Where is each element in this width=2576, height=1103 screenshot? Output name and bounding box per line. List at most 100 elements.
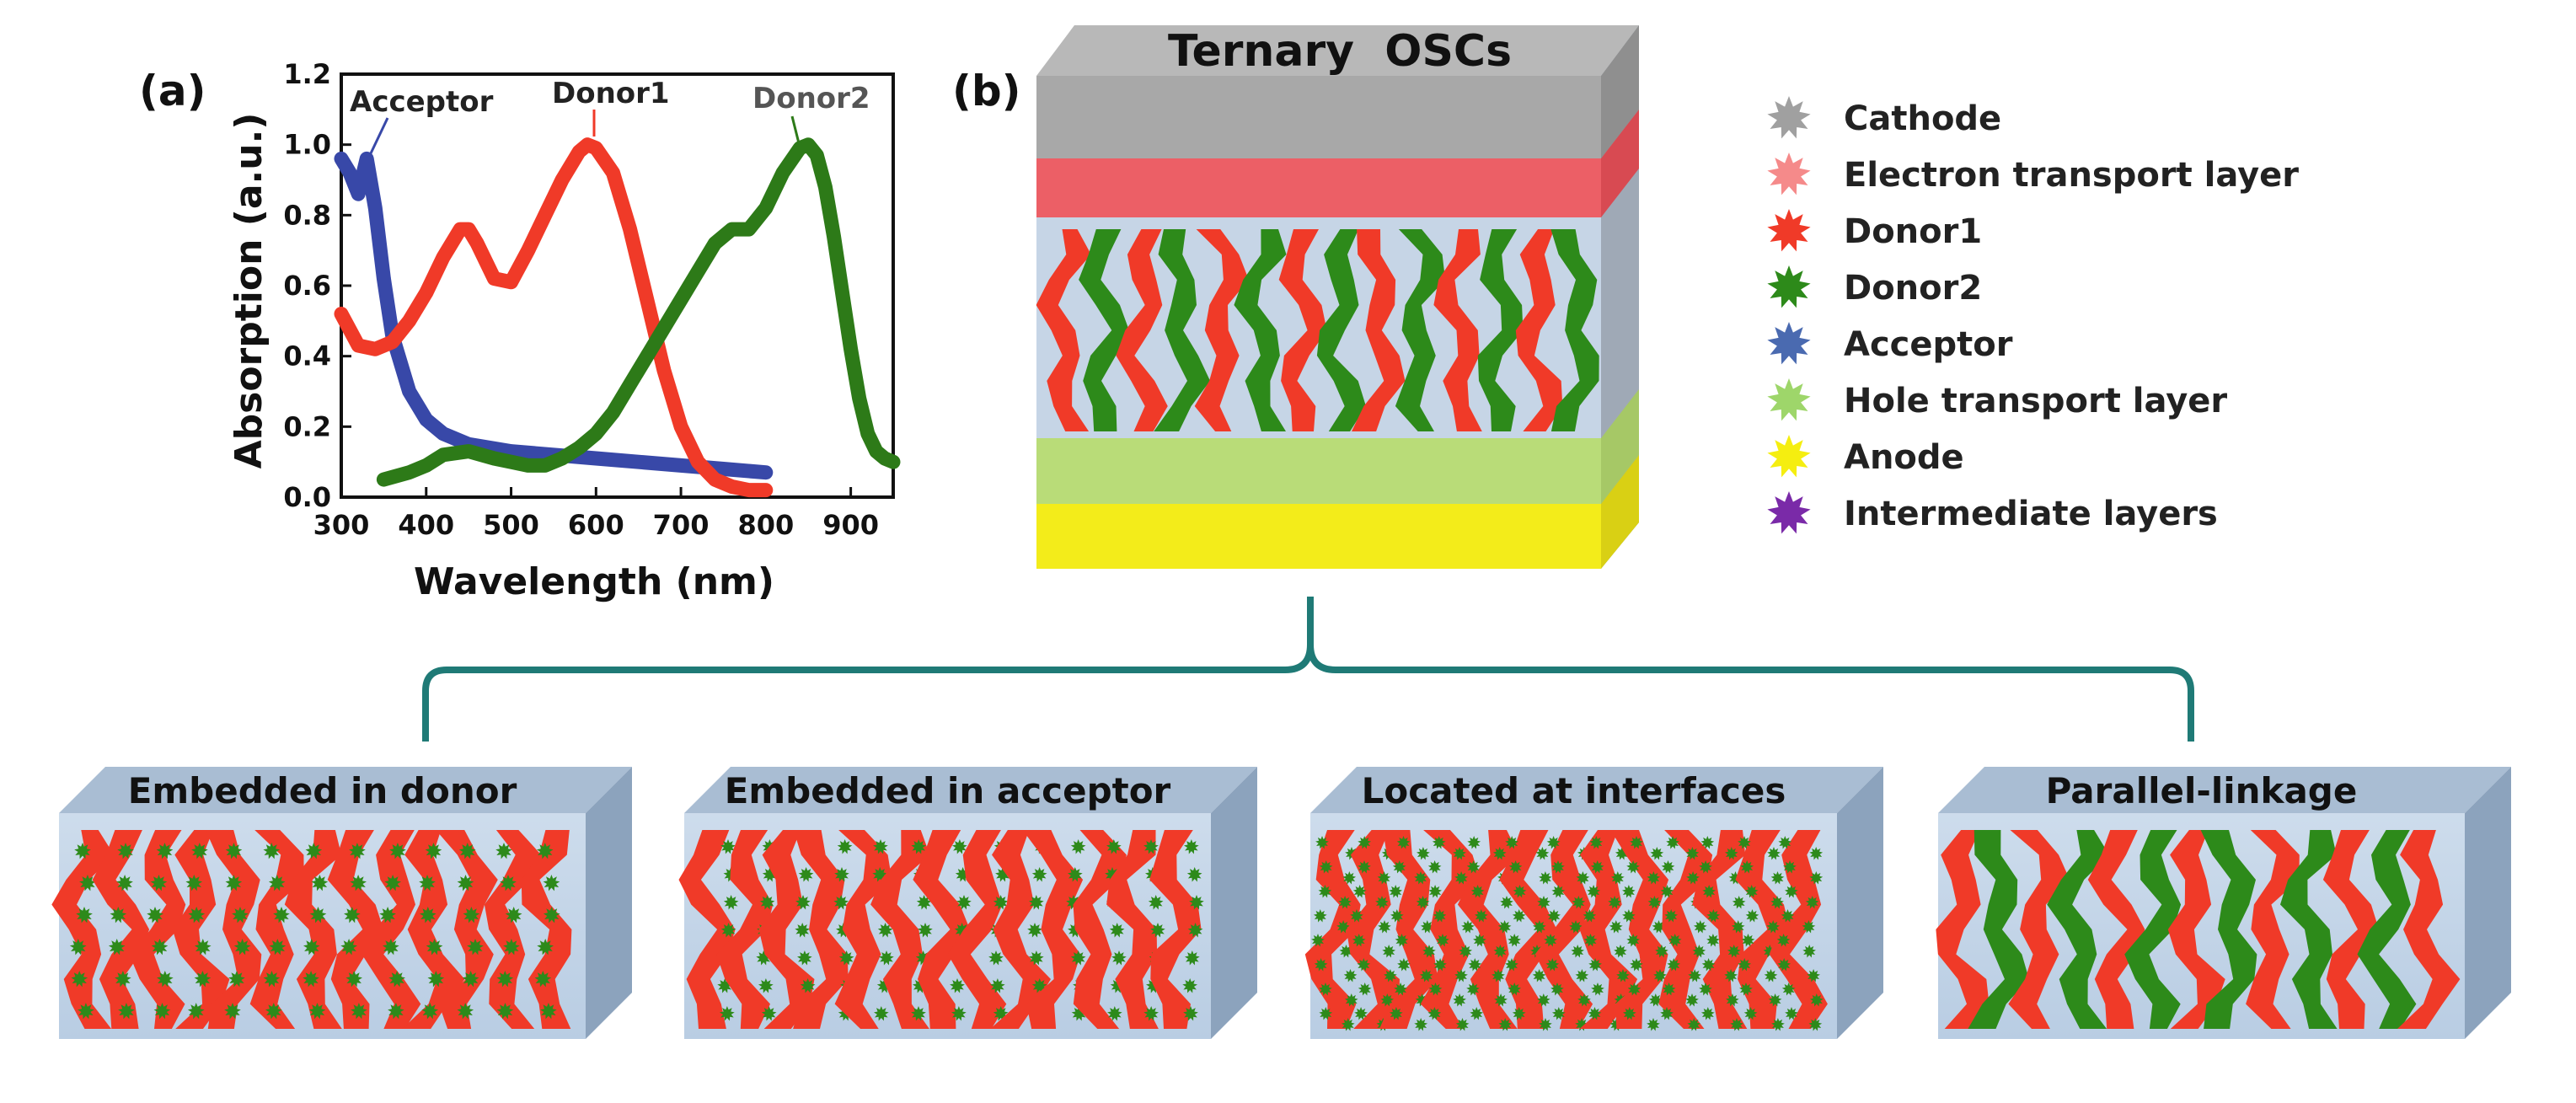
phase-domain — [1304, 830, 1361, 1029]
x-tick-label: 800 — [737, 509, 794, 541]
donor2-interface-star — [1738, 836, 1751, 849]
donor2-star — [1187, 923, 1203, 938]
donor2-star — [990, 978, 1005, 993]
panel-b: (b) Ternary OSCs Cathode Electron transpo… — [952, 25, 2299, 569]
phase-domain — [913, 830, 970, 1029]
phase-domain — [1234, 229, 1287, 431]
donor2-interface-star — [1731, 920, 1745, 934]
cathode-layer — [1036, 76, 1601, 158]
donor2-interface-star — [1785, 1007, 1798, 1020]
donor2-dot — [350, 875, 367, 892]
donor2-interface-star — [1539, 871, 1552, 885]
donor2-dot — [153, 1003, 171, 1020]
donor2-interface-star — [1724, 847, 1738, 860]
donor2-dot — [311, 875, 329, 892]
donor2-star — [1150, 923, 1165, 938]
x-tick-label: 500 — [483, 509, 539, 541]
donor2-dot — [265, 1003, 282, 1020]
legend-label: Electron transport layer — [1844, 156, 2299, 195]
active-layer-domains — [1036, 229, 1599, 431]
donor2-dot — [156, 843, 174, 859]
donor2-interface-star — [1432, 836, 1446, 849]
donor2-dot — [232, 907, 249, 924]
donor2-interface-star — [1550, 983, 1564, 996]
annotation-acceptor: Acceptor — [350, 85, 494, 119]
donor2-interface-star — [1730, 1018, 1743, 1031]
donor2-dot — [76, 907, 93, 924]
mode-title: Embedded in acceptor — [725, 770, 1171, 811]
donor2-dot — [263, 843, 281, 859]
donor2-interface-star — [1389, 885, 1403, 898]
donor2-star — [720, 1006, 735, 1021]
y-tick-label: 0.6 — [283, 270, 331, 302]
donor2-interface-star — [1587, 885, 1600, 898]
donor2-star — [1184, 839, 1199, 854]
phase-domain — [1936, 830, 1990, 1029]
donor2-interface-star — [1470, 1007, 1484, 1020]
donor2-interface-star — [1610, 871, 1625, 885]
donor2-dot — [185, 875, 203, 892]
panel-b-label: (b) — [952, 67, 1021, 115]
donor2-interface-star — [1700, 836, 1715, 849]
mode-title: Embedded in donor — [128, 770, 517, 811]
donor2-interface-star — [1537, 896, 1550, 909]
donor2-dot — [194, 971, 212, 988]
donor2-interface-star — [1470, 885, 1485, 898]
donor2-dot — [388, 1003, 404, 1020]
donor2-dot — [503, 939, 520, 956]
donor2-interface-star — [1626, 860, 1640, 874]
phase-domain — [1692, 830, 1748, 1029]
donor2-interface-star — [1688, 969, 1702, 983]
donor2-dot — [191, 843, 208, 859]
donor2-dot — [263, 971, 281, 988]
donor2-interface-star — [1608, 896, 1621, 909]
donor2-dot — [225, 843, 243, 859]
donor2-star — [1106, 839, 1122, 854]
donor2-dot — [309, 907, 327, 924]
donor2-interface-star — [1590, 860, 1604, 874]
donor2-interface-star — [1616, 969, 1630, 983]
phase-domain — [1477, 229, 1524, 431]
donor2-interface-star — [1544, 934, 1557, 947]
donor2-star — [1186, 867, 1202, 882]
donor2-interface-star — [1377, 871, 1391, 885]
donor2-interface-star — [1583, 909, 1597, 923]
donor2-dot — [425, 843, 442, 859]
device-title: Ternary OSCs — [1168, 26, 1512, 77]
donor2-interface-star — [1318, 885, 1332, 898]
donor2-interface-star — [1395, 934, 1409, 947]
donor2-dot — [379, 907, 396, 924]
phase-domain — [1352, 229, 1406, 431]
phase-domain — [990, 830, 1051, 1029]
donor2-dot — [194, 939, 212, 956]
donor2-dot — [273, 907, 290, 924]
donor2-interface-star — [1313, 909, 1327, 923]
donor2-star — [1143, 1006, 1159, 1021]
donor2-interface-star — [1546, 836, 1561, 849]
donor2-dot — [233, 939, 251, 956]
donor2-star — [879, 950, 894, 966]
donor2-interface-star — [1583, 934, 1598, 947]
donor2-interface-star — [1505, 958, 1518, 972]
block-side-face — [1837, 767, 1883, 1039]
donor2-interface-star — [1622, 1007, 1636, 1020]
donor2-interface-star — [1744, 885, 1759, 898]
legend-marker-electron-transport-layer-icon — [1767, 153, 1811, 195]
donor2-dot — [495, 843, 512, 859]
phase-domain — [1735, 830, 1790, 1029]
donor2-interface-star — [1508, 983, 1522, 996]
donor2-dot — [118, 1003, 135, 1020]
block-side-face — [1211, 767, 1257, 1039]
donor2-dot — [305, 843, 323, 859]
donor2-dot — [463, 907, 480, 924]
donor2-interface-star — [1455, 1018, 1470, 1031]
donor2-interface-star — [1802, 920, 1816, 934]
donor2-dot — [228, 971, 245, 988]
donor2-interface-star — [1384, 969, 1397, 983]
donor2-interface-star — [1420, 920, 1434, 934]
donor2-star — [1070, 950, 1086, 966]
donor2-interface-star — [1454, 871, 1468, 885]
donor2-interface-star — [1577, 993, 1591, 1007]
donor2-interface-star — [1459, 945, 1473, 958]
donor2-interface-star — [1660, 885, 1674, 898]
